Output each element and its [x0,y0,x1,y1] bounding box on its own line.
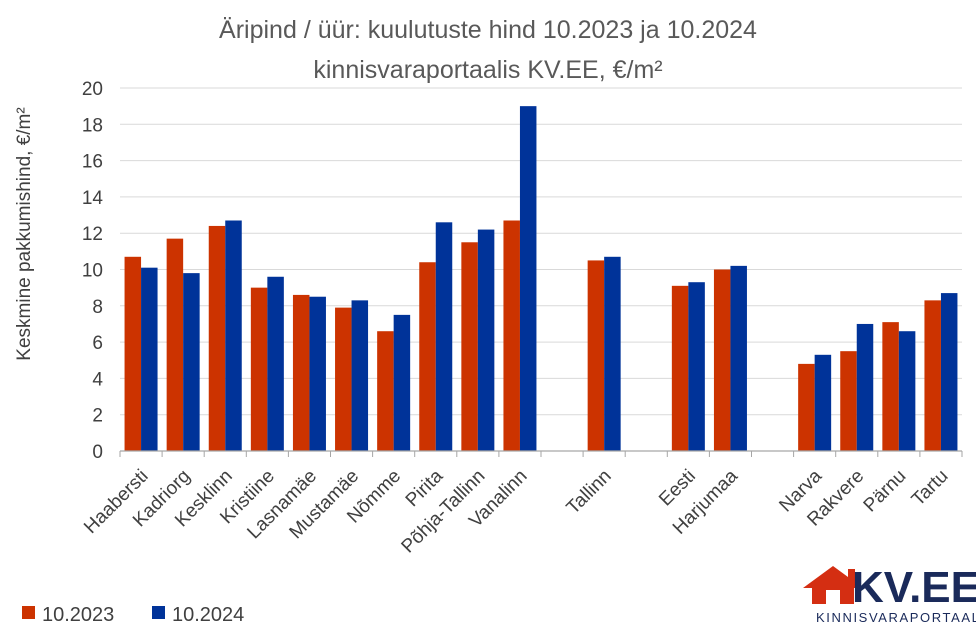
y-tick-label: 10 [82,261,103,282]
chart-title: Äripind / üür: kuulutuste hind 10.2023 j… [219,16,757,84]
bar-10.2023-Vanalinn [503,220,520,451]
bar-10.2024-Kristiine [267,276,284,451]
y-tick-label: 6 [92,333,103,354]
y-tick-label: 0 [92,442,103,463]
y-tick-label: 18 [82,115,103,136]
y-tick-label: 12 [82,224,103,245]
bar-10.2023-Rakvere [840,351,857,451]
chart-title-line-1: Äripind / üür: kuulutuste hind 10.2023 j… [219,16,757,44]
bars [124,106,958,452]
bar-10.2023-Kesklinn [208,225,226,451]
chart-title-line-2: kinnisvaraportaalis KV.EE, €/m² [313,56,662,84]
bar-10.2024-Rakvere [856,323,874,451]
bar-10.2023-Kristiine [250,287,268,451]
x-tick-labels: HaaberstiKadriorgKesklinnKristiineLasnam… [80,465,952,557]
category-label: Pärnu [860,466,911,517]
bar-10.2023-Eesti [671,285,689,451]
legend-swatch [22,606,35,619]
y-tick-label: 4 [92,369,103,390]
bar-10.2024-Haabersti [141,267,158,451]
bar-10.2023-Tartu [924,300,941,451]
bar-10.2024-Tallinn [604,256,621,451]
bar-10.2023-Pärnu [882,322,899,451]
y-axis-label: Keskmine pakkumishind, €/m² [14,107,35,360]
bar-10.2023-Pirita [419,262,436,451]
bar-10.2023-Mustamäe [335,307,352,451]
y-tick-label: 16 [82,152,103,173]
bar-10.2024-Vanalinn [519,106,537,452]
legend-label: 10.2023 [42,604,114,626]
bar-10.2024-Eesti [688,282,705,451]
x-axis [119,450,963,457]
legend-label: 10.2024 [172,604,244,626]
bar-10.2023-Lasnamäe [292,294,310,451]
bar-10.2023-Põhja-Tallinn [461,242,478,451]
y-tick-label: 14 [82,188,104,209]
kv-ee-logo: KV.EE KINNISVARAPORTAAL [803,563,976,625]
y-tick-label: 8 [92,297,103,318]
bar-10.2024-Lasnamäe [309,296,326,451]
y-tick-label: 2 [92,406,103,427]
legend-swatch [152,606,165,619]
bar-10.2023-Nõmme [377,331,394,451]
y-tick-label: 20 [82,79,103,100]
house-icon [803,566,863,604]
bar-10.2024-Pirita [435,222,453,451]
bar-10.2024-Kesklinn [225,220,242,451]
bar-10.2024-Mustamäe [351,300,369,451]
bar-10.2024-Kadriorg [183,273,200,451]
bar-10.2023-Haabersti [124,256,142,451]
bar-10.2024-Pärnu [898,331,916,451]
bar-10.2023-Narva [798,363,815,451]
gridlines [120,87,962,416]
bar-10.2023-Harjumaa [713,269,731,451]
bar-10.2024-Harjumaa [730,265,747,451]
bar-10.2023-Kadriorg [166,238,184,451]
bar-10.2024-Nõmme [393,314,411,451]
logo-sub-text: KINNISVARAPORTAAL [816,610,976,625]
bar-10.2024-Põhja-Tallinn [477,229,495,451]
category-label: Tartu [908,466,953,511]
legend: 10.2023 10.2024 [22,604,244,626]
y-tick-labels: 0 2 4 6 8 10 12 14 16 18 20 [82,79,104,463]
category-label: Tallinn [563,466,616,519]
bar-10.2024-Tartu [940,293,958,451]
logo-main-text: KV.EE [852,563,976,612]
bar-10.2023-Tallinn [587,260,605,451]
bar-10.2024-Narva [814,354,832,451]
